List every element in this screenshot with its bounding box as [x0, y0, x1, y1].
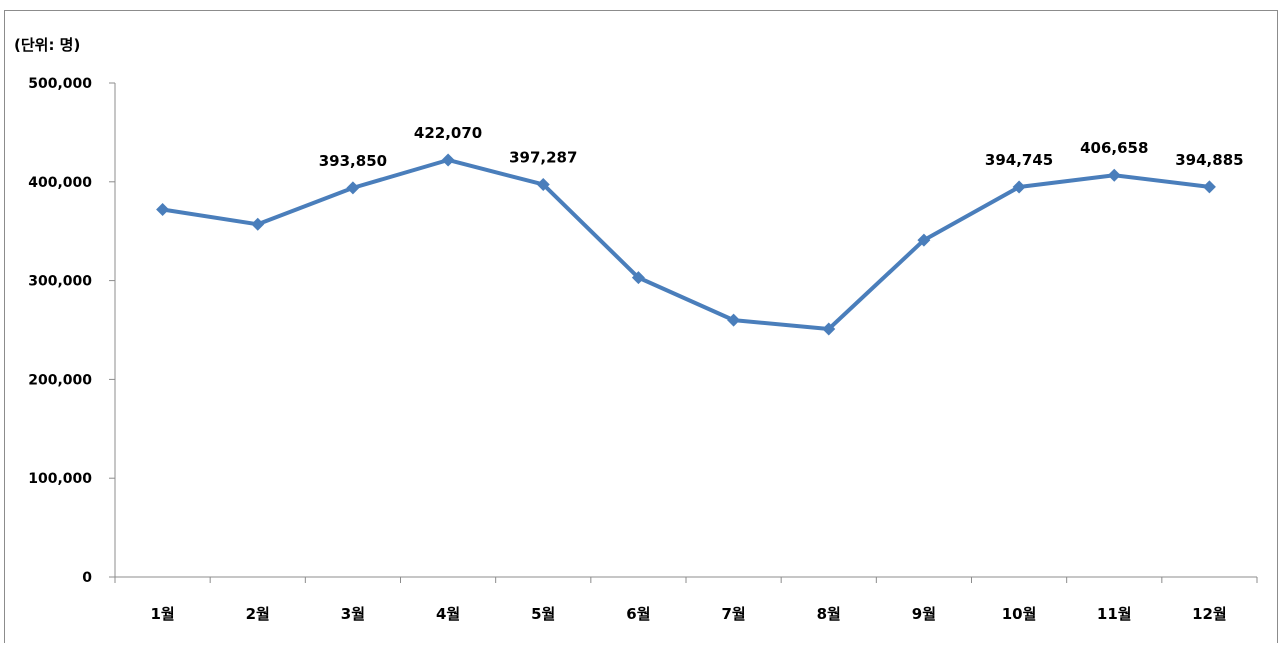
y-tick-label: 200,000	[28, 372, 92, 388]
data-point-marker	[1012, 180, 1026, 194]
data-point-marker	[441, 153, 455, 167]
data-label: 406,658	[1080, 139, 1148, 157]
x-tick-label: 12월	[1192, 605, 1227, 623]
x-tick-label: 1월	[150, 605, 174, 623]
data-label: 394,745	[985, 151, 1053, 169]
data-point-marker	[1107, 168, 1121, 182]
x-tick-label: 4월	[436, 605, 460, 623]
data-point-marker	[536, 177, 550, 191]
data-label: 397,287	[509, 148, 577, 166]
x-tick-label: 3월	[341, 605, 365, 623]
data-label: 394,885	[1175, 151, 1243, 169]
unit-label: (단위: 명)	[14, 36, 80, 54]
y-tick-label: 400,000	[28, 175, 92, 191]
y-tick-label: 100,000	[28, 471, 92, 487]
x-axis: 1월 2월 3월 4월 5월 6월 7월 8월 9월 10월 11월 12월	[114, 576, 1258, 623]
y-tick-label: 300,000	[28, 274, 92, 290]
data-label: 422,070	[414, 124, 482, 142]
data-point-marker	[727, 313, 741, 327]
x-tick-label: 5월	[531, 605, 555, 623]
data-labels: 393,850 422,070 397,287 394,745 406,658 394,8…	[319, 124, 1244, 170]
x-tick-label: 2월	[246, 605, 270, 623]
x-tick-label: 7월	[721, 605, 745, 623]
data-point-marker	[156, 202, 170, 216]
x-tick-label: 6월	[626, 605, 650, 623]
series-line	[156, 153, 1216, 336]
x-tick-label: 8월	[817, 605, 841, 623]
data-point-marker	[1202, 180, 1216, 194]
y-tick-label: 0	[82, 570, 92, 586]
y-tick-label: 500,000	[28, 76, 92, 92]
data-point-marker	[917, 233, 931, 247]
data-point-marker	[346, 181, 360, 195]
x-tick-label: 10월	[1002, 605, 1037, 623]
x-tick-label: 11월	[1097, 605, 1132, 623]
data-point-marker	[251, 217, 265, 231]
series-path	[160, 157, 1212, 332]
data-point-marker	[631, 271, 645, 285]
chart-frame	[4, 10, 1278, 643]
y-axis: 0 100,000 200,000 300,000 400,000 500,000	[28, 76, 116, 586]
x-tick-label: 9월	[912, 605, 936, 623]
data-point-marker	[822, 322, 836, 336]
data-label: 393,850	[319, 152, 387, 170]
